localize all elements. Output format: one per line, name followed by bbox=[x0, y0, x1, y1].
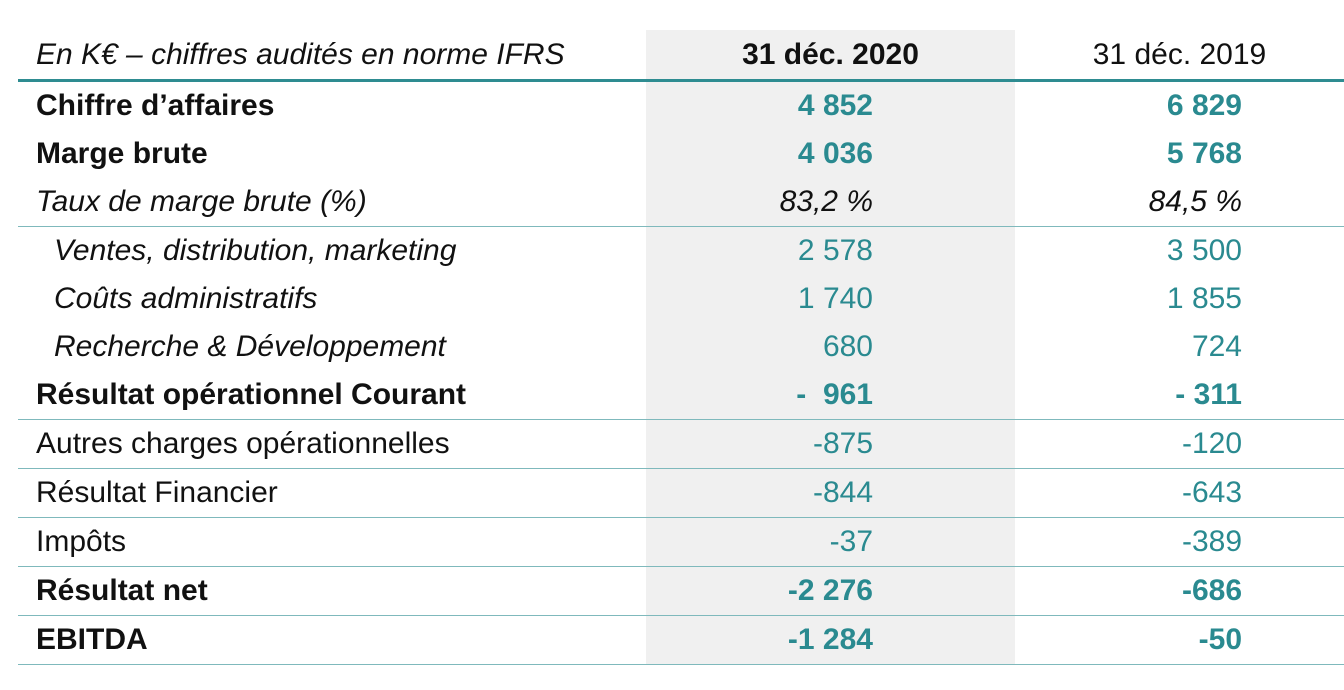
row-label: Recherche & Développement bbox=[54, 330, 446, 363]
value-2020: -844 bbox=[646, 468, 1015, 518]
value-2019: 724 bbox=[1191, 330, 1242, 363]
value-2019: -389 bbox=[1015, 517, 1344, 567]
row-ventes-distribution-marketing: Ventes, distribution, marketing 2 578 3 … bbox=[18, 226, 1344, 275]
header-2020: 31 déc. 2020 bbox=[646, 30, 1015, 82]
row-label: Résultat net bbox=[18, 566, 646, 616]
row-resultat-operationnel-courant: Résultat opérationnel Courant - 961 - 31… bbox=[18, 371, 1344, 420]
value-2020: -1 284 bbox=[646, 615, 1015, 665]
row-ebitda: EBITDA -1 284 -50 bbox=[18, 615, 1344, 665]
row-label: Impôts bbox=[18, 517, 646, 567]
row-marge-brute: Marge brute 4 036 5 768 bbox=[18, 130, 1344, 178]
row-resultat-financier: Résultat Financier -844 -643 bbox=[18, 468, 1344, 518]
value-2020: 4 852 bbox=[646, 80, 1015, 130]
value-2020: 2 578 bbox=[646, 226, 1015, 275]
financial-table: En K€ – chiffres audités en norme IFRS 3… bbox=[18, 30, 1344, 665]
row-impots: Impôts -37 -389 bbox=[18, 517, 1344, 567]
financial-table-container: En K€ – chiffres audités en norme IFRS 3… bbox=[18, 30, 1344, 665]
value-2019: - 311 bbox=[1015, 371, 1344, 420]
value-2020: -37 bbox=[646, 517, 1015, 567]
header-units-label: En K€ – chiffres audités en norme IFRS bbox=[18, 30, 646, 82]
row-label: Taux de marge brute (%) bbox=[18, 178, 646, 227]
row-label: Résultat Financier bbox=[18, 468, 646, 518]
value-2019: 84,5 % bbox=[1015, 178, 1344, 227]
value-2019: -686 bbox=[1015, 566, 1344, 616]
value-2019: -643 bbox=[1015, 468, 1344, 518]
value-2020: -875 bbox=[646, 419, 1015, 469]
value-2019: -120 bbox=[1015, 419, 1344, 469]
row-taux-marge-brute: Taux de marge brute (%) 83,2 % 84,5 % bbox=[18, 178, 1344, 227]
row-label: Marge brute bbox=[36, 137, 208, 170]
value-2020: -2 276 bbox=[646, 566, 1015, 616]
row-couts-administratifs: Coûts administratifs 1 740 1 855 bbox=[18, 275, 1344, 323]
row-chiffre-affaires: Chiffre d’affaires 4 852 6 829 bbox=[18, 80, 1344, 130]
value-2020: 680 bbox=[646, 323, 1015, 371]
row-label: Ventes, distribution, marketing bbox=[54, 234, 457, 267]
row-label: Chiffre d’affaires bbox=[36, 89, 275, 122]
row-label: Résultat opérationnel Courant bbox=[18, 371, 646, 420]
row-resultat-net: Résultat net -2 276 -686 bbox=[18, 566, 1344, 616]
value-2019: -50 bbox=[1015, 615, 1344, 665]
row-label: Autres charges opérationnelles bbox=[18, 419, 646, 469]
row-label: Coûts administratifs bbox=[54, 282, 318, 315]
value-2020: 83,2 % bbox=[646, 178, 1015, 227]
value-2019: 1 855 bbox=[1166, 282, 1242, 315]
value-2020: 4 036 bbox=[646, 130, 1015, 178]
value-2020: - 961 bbox=[646, 371, 1015, 420]
row-label: EBITDA bbox=[18, 615, 646, 665]
table-header-row: En K€ – chiffres audités en norme IFRS 3… bbox=[18, 30, 1344, 82]
header-2019: 31 déc. 2019 bbox=[1015, 30, 1344, 82]
row-autres-charges-operationnelles: Autres charges opérationnelles -875 -120 bbox=[18, 419, 1344, 469]
value-2020: 1 740 bbox=[646, 275, 1015, 323]
row-recherche-developpement: Recherche & Développement 680 724 bbox=[18, 323, 1344, 371]
value-2019: 3 500 bbox=[1166, 234, 1242, 267]
value-2019: 6 829 bbox=[1166, 89, 1242, 122]
value-2019: 5 768 bbox=[1166, 137, 1242, 170]
